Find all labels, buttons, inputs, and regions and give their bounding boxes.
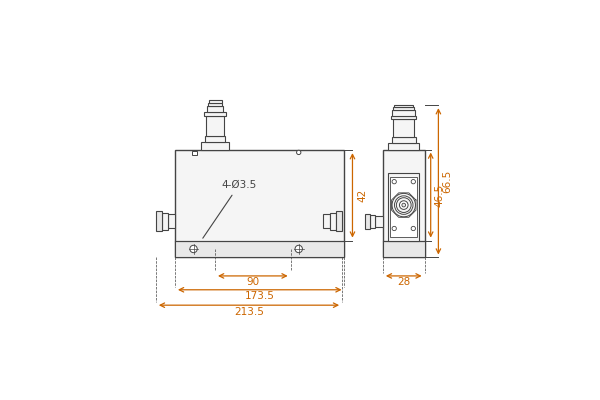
Circle shape	[411, 180, 415, 184]
Bar	[323, 214, 329, 228]
Circle shape	[397, 198, 411, 212]
Bar	[388, 173, 419, 240]
Text: 46.5: 46.5	[435, 184, 445, 207]
Circle shape	[411, 226, 415, 231]
Bar	[383, 240, 425, 258]
Circle shape	[395, 196, 413, 214]
Text: 66.5: 66.5	[442, 170, 452, 193]
Bar	[168, 214, 175, 228]
Bar	[392, 110, 415, 116]
Bar	[206, 116, 224, 136]
Bar	[370, 215, 375, 228]
Text: 28: 28	[397, 277, 410, 287]
Bar	[394, 105, 413, 108]
Bar	[208, 103, 223, 106]
Text: 4-Ø3.5: 4-Ø3.5	[203, 180, 257, 238]
Text: 90: 90	[246, 277, 259, 287]
Circle shape	[392, 180, 397, 184]
Bar	[388, 143, 419, 150]
Bar	[201, 142, 229, 150]
Bar	[175, 240, 344, 258]
Circle shape	[392, 226, 397, 231]
Bar	[337, 211, 342, 231]
Bar	[207, 106, 223, 112]
Bar	[365, 214, 370, 229]
Bar	[390, 177, 418, 238]
Bar	[192, 150, 197, 154]
Circle shape	[392, 193, 415, 217]
Circle shape	[402, 203, 406, 207]
Text: 173.5: 173.5	[245, 291, 275, 301]
Bar	[205, 136, 225, 142]
Circle shape	[400, 201, 408, 209]
Circle shape	[295, 245, 302, 253]
Bar	[393, 108, 415, 110]
Bar	[375, 216, 383, 227]
Bar	[209, 100, 221, 103]
Bar	[393, 119, 415, 137]
Bar	[175, 150, 344, 258]
Text: 42: 42	[357, 189, 367, 202]
Text: 213.5: 213.5	[234, 307, 264, 317]
Bar	[161, 213, 168, 230]
Bar	[156, 211, 161, 231]
Bar	[392, 137, 416, 143]
Bar	[383, 150, 425, 258]
Circle shape	[190, 245, 197, 253]
Bar	[205, 112, 226, 116]
Bar	[329, 213, 337, 230]
Circle shape	[296, 150, 301, 154]
Bar	[391, 116, 416, 119]
